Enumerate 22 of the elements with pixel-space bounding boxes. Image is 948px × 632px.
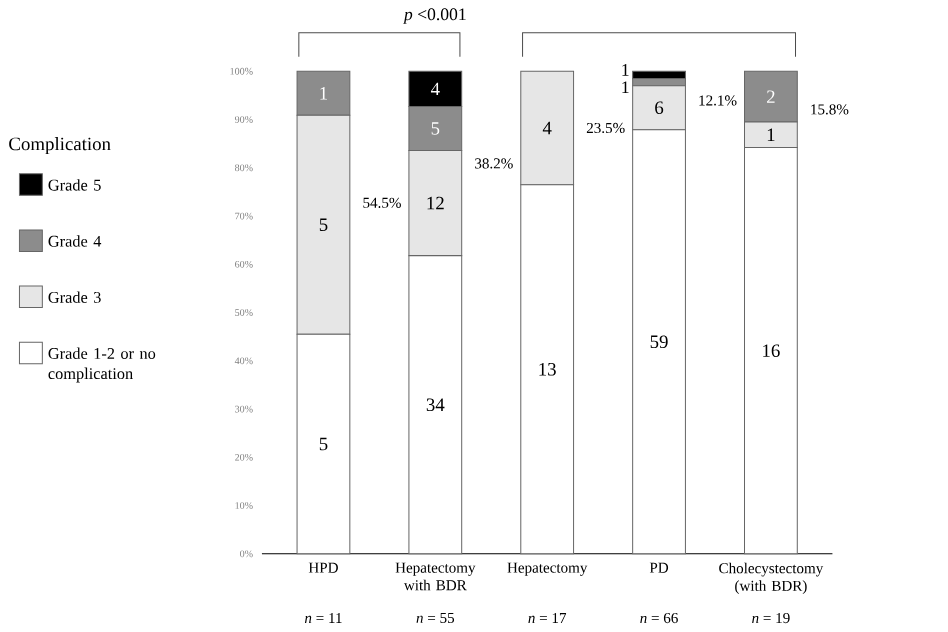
annotation: 1 [767,128,775,142]
legend-title: Complication [9,137,111,155]
annotation: 1 [320,87,328,100]
legend-label: Grade 5 [48,179,101,191]
annotation: 34 [426,398,445,412]
annotation: 59 [650,335,668,349]
annotation: 2 [767,90,775,104]
legend-label: Grade 1-2 or no complication [48,347,156,383]
annotation: 4 [430,82,440,96]
text: p <0.001 [402,8,466,25]
annotation: 5 [319,438,328,451]
annotation: 6 [655,101,664,115]
annotation: 13 [539,363,556,376]
annotation: 1 [622,64,629,76]
annotation: 5 [319,218,328,232]
annotation: 1 [622,81,629,94]
annotation: 5 [431,122,440,136]
annotation: 16 [763,344,780,358]
annotation: 4 [542,122,552,135]
annotation: 12 [427,197,444,210]
legend-label: Grade 4 [48,235,102,248]
legend-label: Grade 3 [48,291,101,304]
